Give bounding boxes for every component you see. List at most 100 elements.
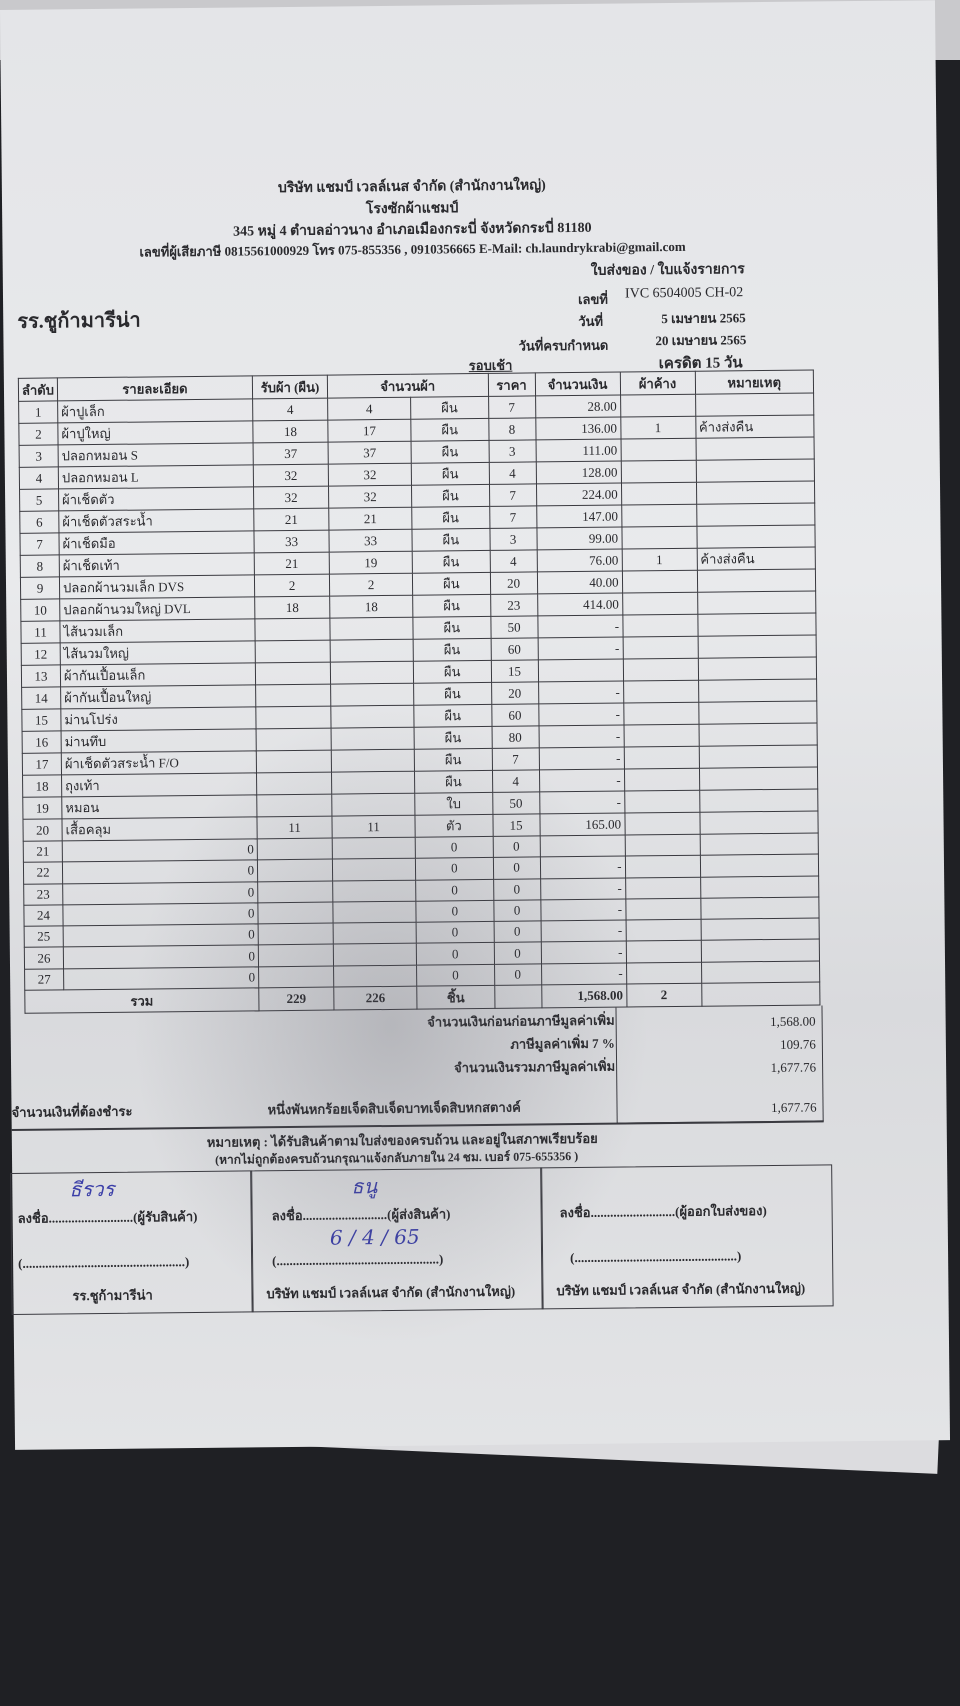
- issuer-sign-label: ลงชื่อ..........................(ผู้ออกใ…: [559, 1203, 767, 1221]
- doc-type: ใบส่งของ / ใบแจ้งรายการ: [590, 262, 745, 279]
- row-count: 21: [328, 507, 413, 531]
- row-count: [333, 964, 417, 988]
- row-amount: -: [539, 791, 625, 814]
- row-count: [333, 943, 417, 966]
- row-description: 0: [62, 902, 259, 927]
- row-pending: 1: [621, 548, 697, 572]
- row-no: 17: [22, 752, 62, 776]
- row-no: 27: [24, 968, 64, 991]
- row-received: [255, 662, 331, 685]
- row-count: 18: [329, 595, 413, 619]
- grand-total-value: 1,677.76: [770, 1059, 817, 1076]
- row-description: 0: [62, 838, 258, 863]
- row-amount: -: [537, 615, 623, 638]
- row-pending: [622, 614, 698, 638]
- row-no: 13: [21, 664, 61, 688]
- row-received: 18: [252, 420, 329, 443]
- row-remarks: [699, 832, 819, 856]
- row-unit: ผืน: [412, 528, 490, 552]
- row-description: 0: [62, 860, 258, 884]
- row-description: ผ้ากันเปื้อนใหญ่: [60, 684, 256, 709]
- row-no: 16: [22, 730, 62, 754]
- row-received: 4: [252, 398, 328, 421]
- row-unit: ผืน: [410, 418, 489, 442]
- row-pending: [625, 876, 701, 899]
- row-received: [254, 618, 331, 641]
- row-remarks: [699, 788, 818, 813]
- row-unit: 0: [416, 921, 494, 944]
- row-amount: -: [538, 725, 624, 748]
- row-no: 5: [19, 488, 59, 512]
- row-amount: 40.00: [536, 571, 623, 594]
- document-body: ลำดับ รายละเอียด รับผ้า (ผืน) จำนวนผ้า ร…: [10, 369, 840, 1323]
- row-pending: [623, 702, 699, 726]
- row-pending: [626, 961, 702, 985]
- total-remarks: [701, 982, 820, 1007]
- row-amount: -: [538, 681, 624, 704]
- row-pending: [621, 526, 697, 550]
- row-count: [331, 771, 415, 795]
- header-count: จำนวนผ้า: [327, 373, 489, 399]
- row-count: [331, 793, 416, 817]
- row-amount: -: [540, 941, 627, 964]
- row-price: 80: [491, 725, 539, 749]
- row-no: 26: [24, 947, 64, 970]
- row-price: 50: [492, 791, 540, 815]
- row-received: [257, 901, 334, 925]
- row-amount: 111.00: [535, 439, 621, 462]
- row-unit: ผืน: [411, 484, 490, 508]
- row-unit: ผืน: [414, 748, 493, 772]
- row-count: 11: [331, 815, 416, 839]
- row-remarks: [698, 744, 818, 769]
- row-price: 0: [493, 899, 541, 922]
- row-price: 7: [488, 395, 536, 419]
- row-pending: [622, 658, 699, 682]
- row-remarks: [695, 436, 815, 461]
- row-description: ผ้าปูใหญ่: [57, 420, 254, 445]
- row-pending: [623, 680, 699, 704]
- summary-values-box: 1,568.00 109.76 1,677.76 1,677.76: [615, 1005, 824, 1124]
- row-unit: ผืน: [413, 638, 491, 662]
- row-description: ไส้นวมเล็ก: [59, 618, 256, 643]
- row-count: [332, 901, 417, 924]
- row-received: [257, 838, 333, 861]
- row-pending: [625, 898, 701, 921]
- signature-box-issuer: ลงชื่อ..........................(ผู้ออกใ…: [540, 1164, 834, 1310]
- row-count: [332, 858, 416, 881]
- row-description: 0: [63, 966, 259, 990]
- row-received: 37: [253, 442, 329, 465]
- row-unit: 0: [415, 878, 494, 902]
- invoice-date-label: วันที่: [578, 313, 604, 329]
- row-received: [256, 794, 332, 817]
- row-description: ผ้าเช็ดตัว: [58, 486, 254, 511]
- row-remarks: [696, 568, 816, 593]
- row-description: ปลอกผ้านวมใหญ่ DVL: [59, 596, 255, 621]
- row-received: [257, 859, 333, 882]
- row-remarks: [696, 524, 816, 549]
- signature-box-receiver: ธีรวร ลงชื่อ..........................(ผ…: [10, 1170, 254, 1316]
- row-received: 21: [253, 508, 329, 531]
- row-pending: [621, 570, 698, 594]
- invoice-paper: บริษัท แชมป์ เวลล์เนส จำกัด (สำนักงานใหญ…: [0, 0, 951, 1450]
- row-remarks: [695, 393, 814, 417]
- header-received: รับผ้า (ผืน): [252, 375, 328, 399]
- row-pending: [622, 636, 698, 660]
- customer-name: รร.ชูก้ามารีน่า: [17, 309, 141, 333]
- total-pending: 2: [626, 983, 702, 1008]
- row-pending: [620, 438, 696, 462]
- invoice-date: 5 เมษายน 2565: [661, 310, 746, 327]
- row-unit: 0: [415, 900, 494, 923]
- row-price: 0: [493, 878, 541, 901]
- row-no: 15: [21, 708, 62, 732]
- row-unit: ผืน: [412, 572, 491, 596]
- row-unit: ผืน: [411, 462, 490, 486]
- row-amount: -: [539, 769, 625, 792]
- row-description: 0: [63, 945, 259, 969]
- row-count: 32: [328, 463, 412, 487]
- row-remarks: ค้างส่งคืน: [695, 415, 815, 439]
- row-unit: ผืน: [414, 770, 493, 794]
- row-count: 37: [328, 441, 412, 465]
- invoice-no: IVC 6504005 CH-02: [624, 285, 744, 302]
- row-received: 32: [253, 486, 329, 509]
- row-amount: -: [541, 962, 627, 985]
